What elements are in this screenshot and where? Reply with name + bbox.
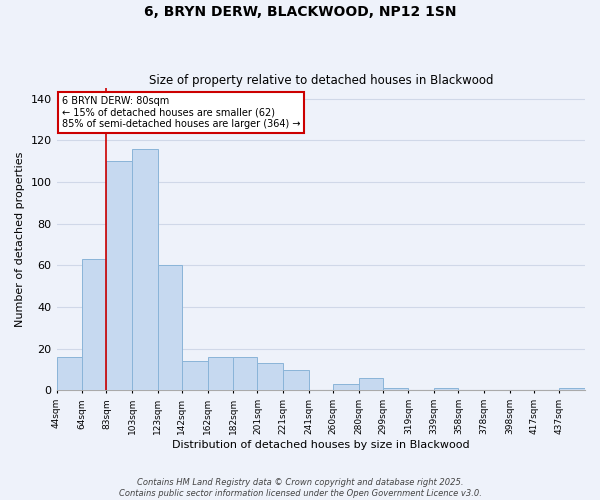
Bar [208, 357, 233, 390]
Bar [182, 361, 208, 390]
Bar [132, 148, 158, 390]
Bar [158, 266, 182, 390]
Bar [257, 364, 283, 390]
Bar [283, 370, 308, 390]
Y-axis label: Number of detached properties: Number of detached properties [15, 152, 25, 327]
Bar [559, 388, 585, 390]
Text: 6 BRYN DERW: 80sqm
← 15% of detached houses are smaller (62)
85% of semi-detache: 6 BRYN DERW: 80sqm ← 15% of detached hou… [62, 96, 301, 129]
Bar [106, 161, 132, 390]
Bar [233, 357, 257, 390]
Bar [359, 378, 383, 390]
Bar [383, 388, 409, 390]
Bar [333, 384, 359, 390]
Bar [82, 259, 106, 390]
Text: 6, BRYN DERW, BLACKWOOD, NP12 1SN: 6, BRYN DERW, BLACKWOOD, NP12 1SN [144, 5, 456, 19]
Text: Contains HM Land Registry data © Crown copyright and database right 2025.
Contai: Contains HM Land Registry data © Crown c… [119, 478, 481, 498]
Bar [56, 357, 82, 390]
X-axis label: Distribution of detached houses by size in Blackwood: Distribution of detached houses by size … [172, 440, 470, 450]
Title: Size of property relative to detached houses in Blackwood: Size of property relative to detached ho… [149, 74, 493, 87]
Bar [434, 388, 458, 390]
